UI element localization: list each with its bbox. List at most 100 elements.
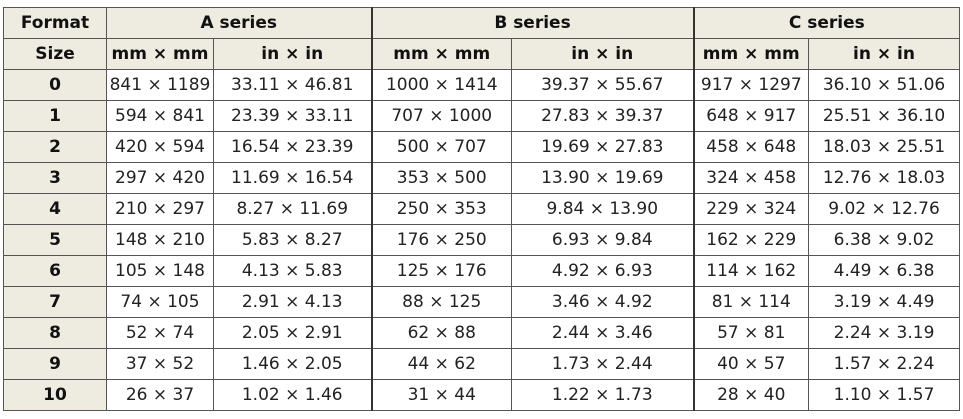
unit-header: mm × mm: [692, 38, 810, 70]
unit-header: mm × mm: [106, 38, 214, 70]
dimension-cell: 81 × 114: [692, 286, 810, 318]
dimension-cell: 648 × 917: [692, 100, 810, 132]
size-row: 7 74 × 105 2.91 × 4.13 88 × 125 3.46 × 4.92 8…: [3, 286, 961, 318]
dimension-cell: 31 × 44: [370, 379, 512, 411]
format-header: Format: [3, 7, 107, 39]
unit-header: in × in: [808, 38, 961, 70]
unit-row: Size mm × mm in × in mm × mm in × in mm × mm i…: [3, 38, 961, 70]
size-row: 4 210 × 297 8.27 × 11.69 250 × 353 9.84 × 13…: [3, 193, 961, 225]
dimension-cell: 353 × 500: [370, 162, 512, 194]
size-row: 9 37 × 52 1.46 × 2.05 44 × 62 1.73 × 2.44 40 …: [3, 348, 961, 380]
size-row: 0 841 × 1189 33.11 × 46.81 1000 × 1414 39.37…: [3, 69, 961, 101]
size-cell: 9: [3, 348, 107, 380]
dimension-cell: 458 × 648: [692, 131, 810, 163]
dimension-cell: 27.83 × 39.37: [510, 100, 695, 132]
dimension-cell: 1000 × 1414: [370, 69, 512, 101]
size-row: 10 26 × 37 1.02 × 1.46 31 × 44 1.22 × 1.73 28…: [3, 379, 961, 411]
dimension-cell: 162 × 229: [692, 224, 810, 256]
paper-size-table: Format A series B series C series Size mm × m…: [3, 7, 961, 411]
dimension-cell: 250 × 353: [370, 193, 512, 225]
size-cell: 8: [3, 317, 107, 349]
header-row: Format A series B series C series: [3, 7, 961, 39]
dimension-cell: 9.02 × 12.76: [808, 193, 961, 225]
size-row: 6 105 × 148 4.13 × 5.83 125 × 176 4.92 × 6.9…: [3, 255, 961, 287]
dimension-cell: 6.38 × 9.02: [808, 224, 961, 256]
unit-header: in × in: [510, 38, 695, 70]
dimension-cell: 62 × 88: [370, 317, 512, 349]
dimension-cell: 39.37 × 55.67: [510, 69, 695, 101]
size-table-wrapper: Format A series B series C series Size mm × m…: [3, 7, 961, 411]
dimension-cell: 8.27 × 11.69: [213, 193, 372, 225]
size-cell: 6: [3, 255, 107, 287]
unit-header: in × in: [213, 38, 372, 70]
dimension-cell: 176 × 250: [370, 224, 512, 256]
dimension-cell: 1.10 × 1.57: [808, 379, 961, 411]
dimension-cell: 1.57 × 2.24: [808, 348, 961, 380]
dimension-cell: 36.10 × 51.06: [808, 69, 961, 101]
dimension-cell: 125 × 176: [370, 255, 512, 287]
dimension-cell: 33.11 × 46.81: [213, 69, 372, 101]
dimension-cell: 1.22 × 1.73: [510, 379, 695, 411]
dimension-cell: 18.03 × 25.51: [808, 131, 961, 163]
size-cell: 5: [3, 224, 107, 256]
dimension-cell: 229 × 324: [692, 193, 810, 225]
size-cell: 4: [3, 193, 107, 225]
size-cell: 0: [3, 69, 107, 101]
dimension-cell: 3.46 × 4.92: [510, 286, 695, 318]
size-row: 5 148 × 210 5.83 × 8.27 176 × 250 6.93 × 9.8…: [3, 224, 961, 256]
dimension-cell: 9.84 × 13.90: [510, 193, 695, 225]
dimension-cell: 1.02 × 1.46: [213, 379, 372, 411]
size-cell: 3: [3, 162, 107, 194]
dimension-cell: 5.83 × 8.27: [213, 224, 372, 256]
dimension-cell: 1.73 × 2.44: [510, 348, 695, 380]
dimension-cell: 23.39 × 33.11: [213, 100, 372, 132]
dimension-cell: 88 × 125: [370, 286, 512, 318]
dimension-cell: 11.69 × 16.54: [213, 162, 372, 194]
dimension-cell: 297 × 420: [106, 162, 214, 194]
size-header: Size: [3, 38, 107, 70]
series-header: B series: [370, 7, 695, 39]
dimension-cell: 594 × 841: [106, 100, 214, 132]
dimension-cell: 114 × 162: [692, 255, 810, 287]
dimension-cell: 2.44 × 3.46: [510, 317, 695, 349]
dimension-cell: 12.76 × 18.03: [808, 162, 961, 194]
series-header: C series: [692, 7, 961, 39]
dimension-cell: 52 × 74: [106, 317, 214, 349]
dimension-cell: 4.49 × 6.38: [808, 255, 961, 287]
size-row: 1 594 × 841 23.39 × 33.11 707 × 1000 27.83 ×…: [3, 100, 961, 132]
dimension-cell: 2.05 × 2.91: [213, 317, 372, 349]
dimension-cell: 40 × 57: [692, 348, 810, 380]
dimension-cell: 500 × 707: [370, 131, 512, 163]
dimension-cell: 324 × 458: [692, 162, 810, 194]
unit-header: mm × mm: [370, 38, 512, 70]
dimension-cell: 26 × 37: [106, 379, 214, 411]
dimension-cell: 74 × 105: [106, 286, 214, 318]
size-cell: 2: [3, 131, 107, 163]
dimension-cell: 707 × 1000: [370, 100, 512, 132]
dimension-cell: 210 × 297: [106, 193, 214, 225]
dimension-cell: 13.90 × 19.69: [510, 162, 695, 194]
dimension-cell: 19.69 × 27.83: [510, 131, 695, 163]
size-cell: 1: [3, 100, 107, 132]
dimension-cell: 57 × 81: [692, 317, 810, 349]
dimension-cell: 28 × 40: [692, 379, 810, 411]
dimension-cell: 841 × 1189: [106, 69, 214, 101]
dimension-cell: 4.13 × 5.83: [213, 255, 372, 287]
dimension-cell: 6.93 × 9.84: [510, 224, 695, 256]
dimension-cell: 25.51 × 36.10: [808, 100, 961, 132]
dimension-cell: 2.24 × 3.19: [808, 317, 961, 349]
dimension-cell: 105 × 148: [106, 255, 214, 287]
dimension-cell: 44 × 62: [370, 348, 512, 380]
size-row: 3 297 × 420 11.69 × 16.54 353 × 500 13.90 × …: [3, 162, 961, 194]
size-row: 8 52 × 74 2.05 × 2.91 62 × 88 2.44 × 3.46 57 …: [3, 317, 961, 349]
dimension-cell: 37 × 52: [106, 348, 214, 380]
dimension-cell: 1.46 × 2.05: [213, 348, 372, 380]
dimension-cell: 3.19 × 4.49: [808, 286, 961, 318]
dimension-cell: 16.54 × 23.39: [213, 131, 372, 163]
dimension-cell: 148 × 210: [106, 224, 214, 256]
dimension-cell: 420 × 594: [106, 131, 214, 163]
size-cell: 10: [3, 379, 107, 411]
dimension-cell: 4.92 × 6.93: [510, 255, 695, 287]
table-body: Format A series B series C series Size mm × m…: [3, 7, 961, 411]
dimension-cell: 917 × 1297: [692, 69, 810, 101]
